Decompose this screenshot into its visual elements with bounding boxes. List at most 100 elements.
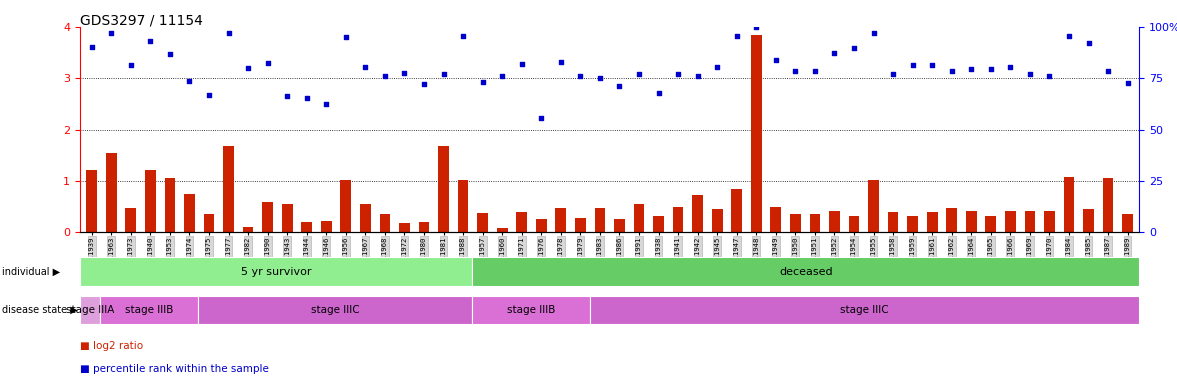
Point (903, 62, 922, 68)
Point (591, 75, 610, 81)
Bar (653, 216, 664, 232)
Bar (614, 220, 625, 232)
Point (200, 92, 219, 98)
Bar (497, 228, 507, 232)
Point (669, 71, 687, 77)
Bar (790, 214, 800, 232)
Bar (576, 218, 586, 232)
Point (727, 33, 746, 39)
Point (375, 73, 394, 79)
Bar (556, 208, 566, 232)
Text: stage IIIC: stage IIIC (840, 305, 889, 315)
Bar (301, 222, 312, 232)
Point (160, 51, 179, 57)
Bar (536, 220, 546, 232)
Text: 5 yr survivor: 5 yr survivor (241, 266, 312, 277)
Point (630, 71, 649, 77)
Point (82, 44, 101, 50)
Bar (100, 296, 198, 324)
Bar (438, 146, 448, 232)
Bar (198, 296, 472, 324)
Bar (242, 227, 253, 232)
Bar (106, 153, 117, 232)
Bar (458, 180, 468, 232)
Bar (751, 35, 762, 232)
Bar (184, 194, 195, 232)
Bar (1064, 177, 1075, 232)
Point (317, 101, 335, 107)
Point (493, 73, 512, 79)
Point (239, 65, 258, 71)
Bar (966, 211, 977, 232)
Point (1118, 80, 1137, 86)
Bar (1024, 211, 1036, 232)
Bar (673, 207, 684, 232)
Bar (1044, 211, 1055, 232)
Point (786, 68, 805, 74)
Bar (472, 257, 1139, 286)
Bar (379, 214, 391, 232)
Point (102, 30, 121, 36)
Point (982, 66, 1000, 72)
Point (884, 71, 903, 77)
Point (532, 115, 551, 121)
Bar (165, 179, 175, 232)
Text: disease state ▶: disease state ▶ (2, 305, 78, 315)
Point (337, 34, 355, 40)
Bar (849, 216, 859, 232)
Bar (472, 296, 590, 324)
Bar (517, 212, 527, 232)
Bar (829, 211, 840, 232)
Bar (692, 195, 703, 232)
Bar (1083, 209, 1093, 232)
Point (825, 50, 844, 56)
Bar (633, 204, 644, 232)
Point (453, 33, 472, 39)
Point (845, 45, 864, 51)
Bar (946, 208, 957, 232)
Text: stage IIIA: stage IIIA (66, 305, 114, 315)
Point (610, 83, 629, 89)
Bar (80, 257, 472, 286)
Point (923, 62, 942, 68)
Bar (340, 180, 351, 232)
Bar (594, 208, 605, 232)
Point (650, 89, 669, 96)
Text: stage IIIB: stage IIIB (125, 305, 173, 315)
Point (805, 68, 824, 74)
Bar (262, 202, 273, 232)
Point (414, 81, 433, 88)
Bar (321, 221, 332, 232)
Point (1098, 68, 1117, 74)
Point (1000, 64, 1019, 70)
Bar (926, 212, 938, 232)
Point (121, 62, 140, 68)
Bar (1103, 179, 1113, 232)
Text: individual ▶: individual ▶ (2, 266, 60, 277)
Bar (1005, 211, 1016, 232)
Text: ■ percentile rank within the sample: ■ percentile rank within the sample (80, 364, 268, 374)
Bar (590, 296, 1139, 324)
Point (1079, 40, 1098, 46)
Point (1059, 33, 1078, 39)
Point (1020, 71, 1039, 77)
Bar (771, 207, 782, 232)
Bar (869, 180, 879, 232)
Bar (419, 222, 430, 232)
Point (434, 71, 453, 77)
Bar (478, 213, 488, 232)
Bar (887, 212, 898, 232)
Bar (712, 209, 723, 232)
Text: stage IIIB: stage IIIB (507, 305, 556, 315)
Point (962, 66, 980, 72)
Point (512, 61, 531, 67)
Point (141, 38, 160, 44)
Point (1040, 73, 1059, 79)
Point (258, 60, 277, 66)
Bar (360, 204, 371, 232)
Point (766, 57, 785, 63)
Text: GDS3297 / 11154: GDS3297 / 11154 (80, 13, 202, 27)
Bar (204, 214, 214, 232)
Bar (145, 170, 155, 232)
Bar (281, 204, 293, 232)
